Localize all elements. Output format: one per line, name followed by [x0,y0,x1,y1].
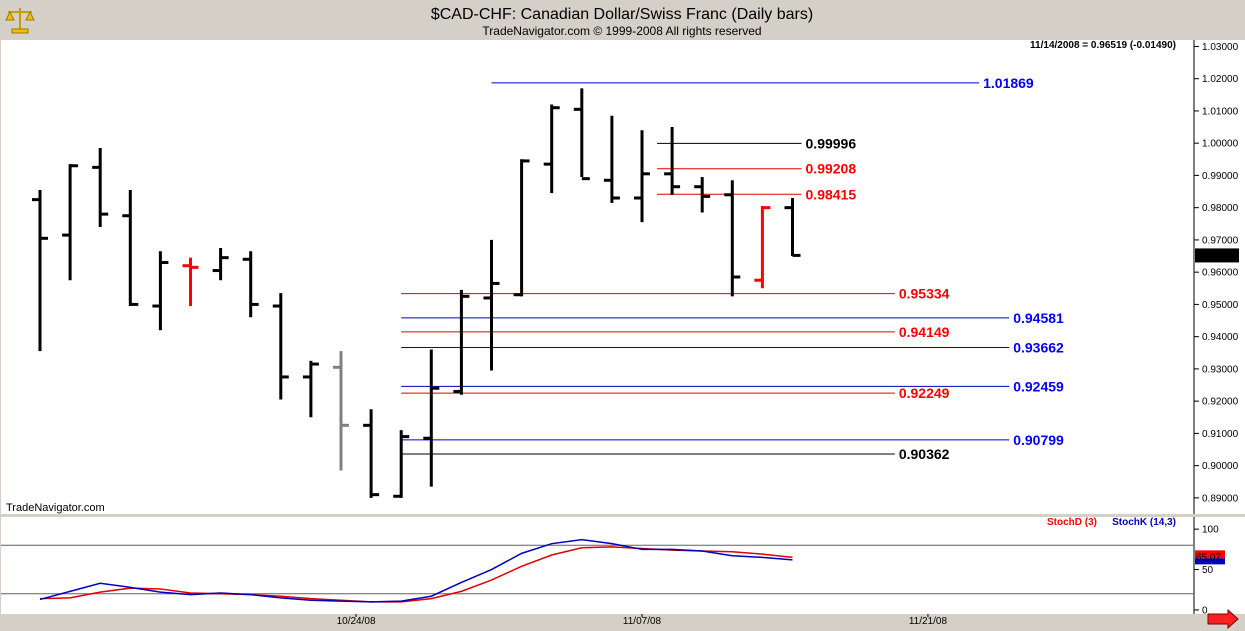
ohlc-bar [92,148,109,228]
y-tick-label: 0.92000 [1202,397,1239,408]
ohlc-bar [423,349,440,487]
price-axis-area [1194,40,1245,514]
level-label: 0.99996 [806,135,857,151]
ohlc-bar [152,251,169,331]
ohlc-bar [603,115,620,203]
ohlc-bar [32,189,48,352]
legend-stoch-d: StochD (3) [1047,517,1097,528]
ohlc-bar [302,360,319,418]
ohlc-bar [333,351,349,471]
ohlc-bar [483,239,500,371]
ohlc-bar [182,257,199,307]
stoch-series-line [39,538,793,603]
y-tick-label: 0.98000 [1202,203,1239,214]
legend-stoch-k: StochK (14,3) [1112,517,1176,528]
y-tick-label: 1.02000 [1202,74,1239,85]
level-label: 0.94149 [899,324,950,340]
stoch-y-tick-label: 50 [1202,565,1214,576]
level-label: 0.94581 [1013,310,1064,326]
level-label: 1.01869 [983,75,1034,91]
ohlc-bar [634,130,650,223]
chart-title: $CAD-CHF: Canadian Dollar/Swiss Franc (D… [431,6,813,23]
price-plot-area [1,40,1194,514]
stoch-y-tick-label: 100 [1202,525,1219,536]
y-tick-label: 0.97000 [1202,235,1239,246]
level-label: 0.99208 [806,161,857,177]
ohlc-bar [543,104,560,194]
y-tick-label: 0.99000 [1202,171,1239,182]
x-tick-label: 11/07/08 [623,616,662,627]
y-tick-label: 1.00000 [1202,139,1239,150]
ohlc-bar [212,247,229,281]
stoch-y-tick-label: 0 [1202,605,1208,616]
last-price-badge [1195,248,1239,263]
level-label: 0.90799 [1013,432,1064,448]
panel-separator [0,514,1245,517]
y-tick-label: 0.89000 [1202,493,1239,504]
level-label: 0.95334 [899,286,950,302]
last-quote: 11/14/2008 = 0.96519 (-0.01490) [1030,40,1176,51]
ohlc-bar [122,189,139,307]
ohlc-bar [62,164,79,281]
ohlc-bar [272,293,289,400]
chart-copyright: TradeNavigator.com © 1999-2008 All right… [482,24,761,38]
date-axis-strip [0,614,1245,631]
y-tick-label: 0.94000 [1202,332,1239,343]
watermark: TradeNavigator.com [6,502,105,514]
x-tick-label: 10/24/08 [337,616,376,627]
ohlc-bar [573,88,590,181]
y-tick-label: 0.95000 [1202,300,1239,311]
header-frame [0,0,1245,40]
level-label: 0.93662 [1013,340,1064,356]
ohlc-bar [453,289,470,395]
level-label: 0.90362 [899,446,950,462]
stoch-badge-top [1195,550,1225,559]
ohlc-bar [393,430,410,498]
ohlc-bar [363,409,380,498]
stoch-badge-text: 65.07 [1196,552,1221,563]
y-tick-label: 0.96000 [1202,268,1239,279]
stoch-badge-bottom [1195,558,1225,565]
ohlc-bar [754,206,771,289]
level-label: 0.98415 [806,186,857,202]
ohlc-bar [242,251,259,318]
y-tick-label: 1.03000 [1202,42,1239,53]
ohlc-bar [664,127,681,195]
ohlc-bar [784,198,801,257]
last-price-badge-text: 0.96519 [1197,251,1234,262]
ohlc-bar [694,177,711,213]
stoch-axis-area [1194,517,1245,614]
y-tick-label: 0.90000 [1202,461,1239,472]
level-label: 0.92249 [899,385,950,401]
y-tick-label: 0.91000 [1202,429,1239,440]
ohlc-bar [513,159,530,297]
x-tick-label: 11/21/08 [909,616,948,627]
scales-icon [4,4,36,36]
level-label: 0.92459 [1013,378,1064,394]
stoch-plot-area [1,517,1194,614]
y-tick-label: 1.01000 [1202,106,1239,117]
scroll-right-arrow-icon[interactable] [1207,608,1239,630]
y-tick-label: 0.93000 [1202,364,1239,375]
ohlc-bar [724,180,741,297]
